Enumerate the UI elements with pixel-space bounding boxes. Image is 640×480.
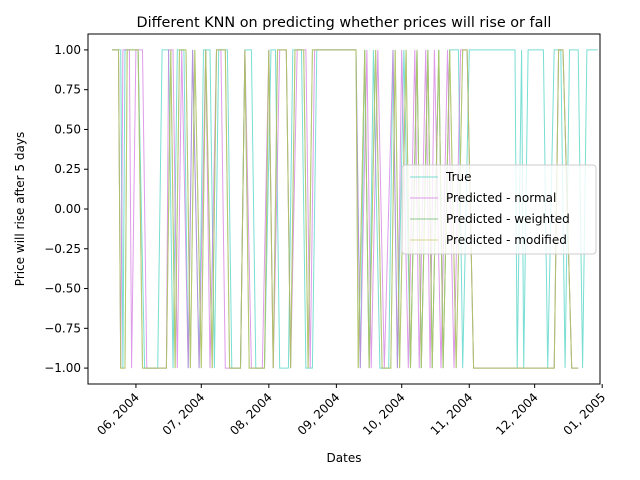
y-tick-label: 0.00 xyxy=(54,202,81,216)
series-layer xyxy=(112,49,598,369)
y-tick-label: 0.75 xyxy=(54,83,81,97)
y-tick-label: −1.00 xyxy=(44,361,81,375)
y-tick-label: −0.50 xyxy=(44,282,81,296)
x-axis-label: Dates xyxy=(327,451,362,465)
chart-title: Different KNN on predicting whether pric… xyxy=(137,15,552,31)
y-tick-label: −0.75 xyxy=(44,321,81,335)
legend: True Predicted - normal Predicted - weight… xyxy=(401,164,597,255)
legend-box xyxy=(401,164,597,255)
legend-label: True xyxy=(445,170,472,184)
y-tick-label: 0.25 xyxy=(54,162,81,176)
legend-label: Predicted - weighted xyxy=(446,212,570,226)
y-axis-label: Price will rise after 5 days xyxy=(13,132,27,286)
series-line-4 xyxy=(112,49,579,369)
y-tick-label: 0.50 xyxy=(54,122,81,136)
legend-label: Predicted - modified xyxy=(446,233,567,247)
legend-label: Predicted - normal xyxy=(446,191,556,205)
y-axis: −1.00 −0.75 −0.50 −0.25 0.00 0.25 0.50 0.75 1.00 xyxy=(44,43,88,375)
y-tick-label: −0.25 xyxy=(44,242,81,256)
y-tick-label: 1.00 xyxy=(54,43,81,57)
